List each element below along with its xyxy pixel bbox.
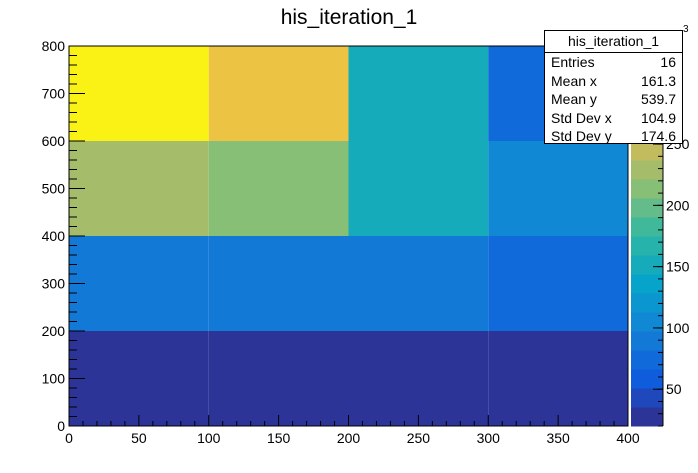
- x-tick-label: 350: [546, 430, 570, 446]
- palette-band: [631, 293, 663, 313]
- heatmap-cell: [488, 236, 628, 331]
- heatmap-cell: [348, 331, 489, 426]
- stats-title: his_iteration_1: [545, 31, 682, 53]
- stats-value: 16: [660, 54, 676, 70]
- x-tick-label: 0: [65, 430, 73, 446]
- palette-band: [631, 179, 663, 199]
- heatmap-cell: [208, 236, 349, 331]
- stats-value: 174.6: [640, 128, 676, 144]
- palette-band: [631, 331, 663, 351]
- palette-exponent: 3: [683, 24, 689, 35]
- stats-row-entries: Entries 16: [545, 53, 682, 72]
- palette-band: [631, 160, 663, 180]
- chart-title: his_iteration_1: [280, 6, 418, 29]
- palette-band: [631, 407, 663, 427]
- palette-band: [631, 255, 663, 275]
- stats-label: Std Dev x: [551, 109, 612, 126]
- y-tick-label: 200: [42, 323, 66, 339]
- x-tick-label: 50: [131, 430, 147, 446]
- x-tick-label: 400: [616, 430, 640, 446]
- y-tick-label: 0: [57, 418, 65, 434]
- heatmap-cell: [208, 331, 349, 426]
- stats-row-std-dev-x: Std Dev x 104.9: [545, 109, 682, 128]
- stats-box: his_iteration_1 Entries 16 Mean x 161.3 …: [544, 30, 683, 144]
- heatmap-cell: [348, 141, 489, 236]
- stats-value: 161.3: [640, 72, 676, 89]
- x-tick-label: 150: [267, 430, 291, 446]
- stats-label: Entries: [551, 54, 595, 70]
- palette-band: [631, 236, 663, 256]
- stats-row-mean-x: Mean x 161.3: [545, 72, 682, 91]
- stats-value: 539.7: [640, 91, 676, 107]
- heatmap-cell: [69, 141, 209, 236]
- y-tick-label: 600: [42, 133, 66, 149]
- palette-band: [631, 217, 663, 237]
- palette-tick-label: 200: [666, 197, 690, 213]
- palette-band: [631, 369, 663, 389]
- palette-tick-label: 150: [666, 259, 690, 275]
- palette-tick-label: 100: [666, 320, 690, 336]
- heatmap-cell: [488, 141, 628, 236]
- x-tick-label: 250: [407, 430, 431, 446]
- y-tick-label: 300: [42, 276, 66, 292]
- palette-band: [631, 388, 663, 408]
- x-tick-label: 300: [477, 430, 501, 446]
- heatmap-cell: [69, 331, 209, 426]
- stats-value: 104.9: [640, 109, 676, 126]
- stats-row-std-dev-y: Std Dev y 174.6: [545, 127, 682, 146]
- stats-row-mean-y: Mean y 539.7: [545, 90, 682, 109]
- heatmap-cell: [69, 46, 209, 141]
- x-tick-label: 100: [197, 430, 221, 446]
- x-tick-label: 200: [337, 430, 361, 446]
- palette-band: [631, 141, 663, 161]
- stats-label: Std Dev y: [551, 128, 612, 144]
- y-tick-label: 500: [42, 181, 66, 197]
- stats-label: Mean y: [551, 91, 597, 107]
- palette-band: [631, 350, 663, 370]
- heatmap-cell: [488, 331, 628, 426]
- y-tick-label: 700: [42, 86, 66, 102]
- palette-tick-label: 50: [666, 381, 682, 397]
- y-tick-label: 400: [42, 228, 66, 244]
- stats-label: Mean x: [551, 72, 597, 89]
- y-tick-label: 100: [42, 371, 66, 387]
- palette-band: [631, 274, 663, 294]
- heatmap-cell: [348, 46, 489, 141]
- y-tick-label: 800: [42, 38, 66, 54]
- heatmap-cell: [208, 141, 349, 236]
- axes: 0 50 100 150 200 250 300 350 400 0 100 200 300 400 500…: [42, 38, 640, 446]
- heatmap-cell: [208, 46, 349, 141]
- heatmap-cell: [69, 236, 209, 331]
- palette-band: [631, 198, 663, 218]
- heatmap-cell: [348, 236, 489, 331]
- palette-band: [631, 312, 663, 332]
